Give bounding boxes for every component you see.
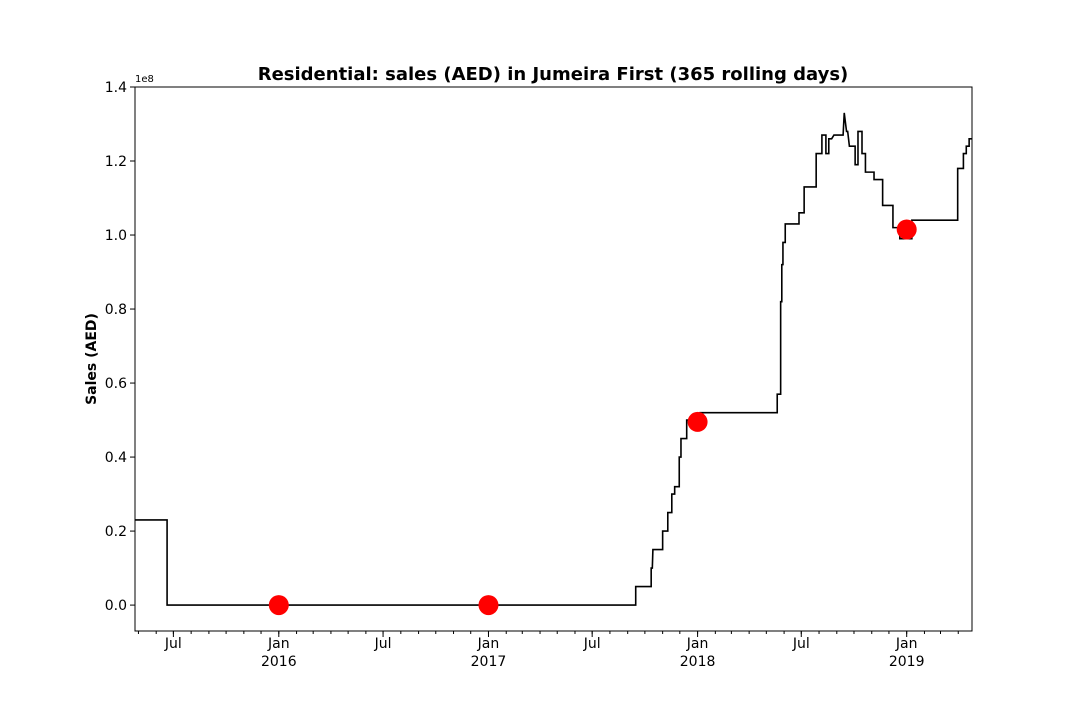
sales-series-line: [135, 112, 972, 606]
x-tick-label: Jan: [895, 636, 918, 652]
x-tick-label: Jan: [477, 636, 500, 652]
y-axis-offset-label: 1e8: [135, 74, 154, 85]
y-tick-label: 1.4: [105, 80, 127, 96]
plot-frame: [134, 86, 973, 632]
x-tick-year-label: 2016: [261, 654, 297, 670]
chart-title: Residential: sales (AED) in Jumeira Firs…: [258, 64, 849, 85]
plot-area: Jul Jan 2016 Jul Jan 2017 Jul Jan 2018 Jul Jan 2019…: [105, 80, 973, 670]
y-tick-label: 0.0: [105, 598, 127, 614]
x-tick-label: Jan: [267, 636, 290, 652]
y-tick-label: 0.4: [105, 450, 127, 466]
y-tick-label: 0.2: [105, 524, 127, 540]
data-point-marker: [687, 411, 708, 432]
x-tick-label: Jul: [374, 636, 392, 652]
x-tick-label: Jan: [686, 636, 709, 652]
y-tick-label: 1.2: [105, 154, 127, 170]
y-axis-label: Sales (AED): [84, 313, 100, 405]
x-tick-label: Jul: [792, 636, 810, 652]
data-point-marker: [896, 219, 917, 240]
x-tick-label: Jul: [583, 636, 601, 652]
x-tick-year-label: 2018: [680, 654, 716, 670]
data-point-marker: [478, 595, 499, 616]
x-tick-year-label: 2019: [889, 654, 925, 670]
x-tick-year-label: 2017: [471, 654, 507, 670]
data-point-marker: [268, 595, 289, 616]
y-tick-label: 1.0: [105, 228, 127, 244]
x-tick-label: Jul: [164, 636, 182, 652]
y-tick-label: 0.6: [105, 376, 127, 392]
y-tick-label: 0.8: [105, 302, 127, 318]
